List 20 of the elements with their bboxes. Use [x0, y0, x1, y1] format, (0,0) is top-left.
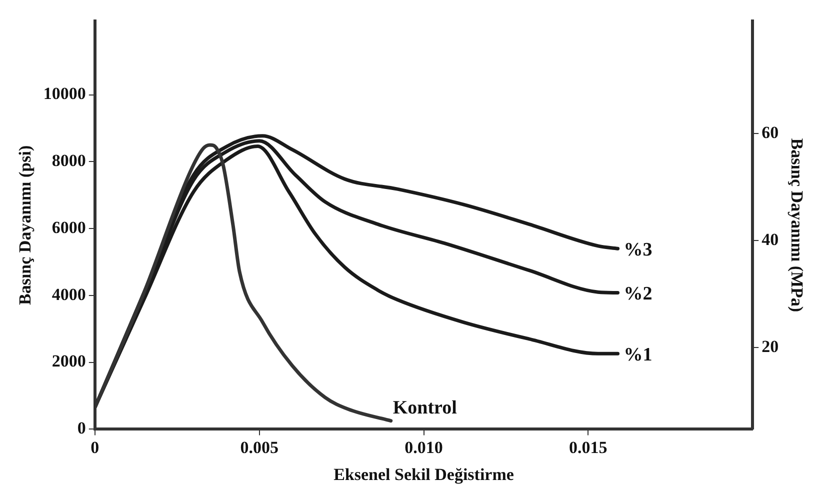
- y-tick-label: 2000: [52, 352, 86, 371]
- series-label: %2: [624, 284, 652, 305]
- y-tick-label: 6000: [52, 218, 86, 237]
- y2-tick-label: 20: [762, 336, 779, 356]
- x-tick-label: 0.010: [404, 438, 443, 457]
- x-tick-label: 0.015: [569, 438, 608, 457]
- y-tick-label: 8000: [52, 151, 86, 170]
- y-tick-label: 0: [77, 418, 86, 438]
- series-label: %3: [624, 240, 652, 261]
- series-label: %1: [624, 344, 652, 366]
- x-tick-label: 0.005: [240, 438, 278, 457]
- y2-axis-title: Basınç Dayanımı (MPa): [787, 138, 806, 312]
- y2-tick-label: 60: [762, 122, 779, 142]
- y-tick-label: 10000: [43, 84, 86, 104]
- y-axis-title: Basınç Dayanımı (psi): [16, 145, 35, 306]
- y-tick-label: 4000: [52, 284, 86, 304]
- x-tick-label: 0: [90, 438, 100, 457]
- series-label: Kontrol: [392, 398, 457, 419]
- x-axis-title: Eksenel Sekil Değistirme: [334, 465, 514, 484]
- y2-tick-label: 40: [762, 230, 779, 249]
